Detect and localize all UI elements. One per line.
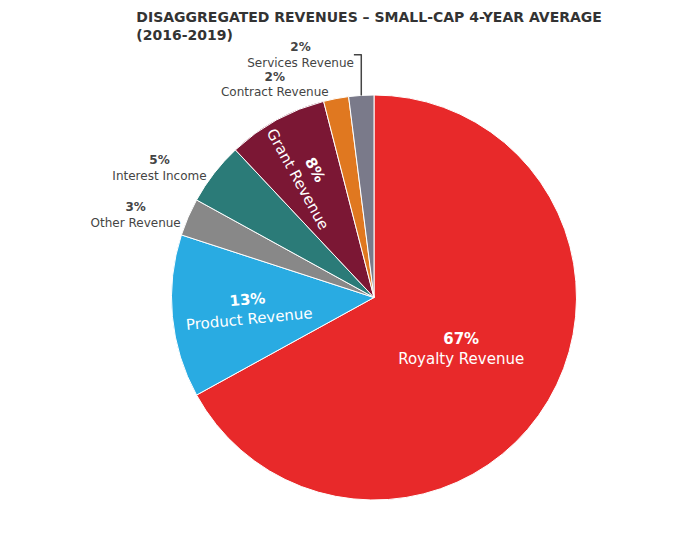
html-text:8%: 8% [300,154,329,186]
svg-text:2%Contract Revenue: 2%Contract Revenue [221,70,329,100]
svg-text:5%Interest Income: 5%Interest Income [112,153,206,183]
svg-text:DISAGGREGATED REVENUES – SMALL: DISAGGREGATED REVENUES – SMALL-CAP 4-YEA… [136,9,602,43]
svg-text:13%Product Revenue: 13%Product Revenue [183,285,313,334]
html-text:Grant Revenue: Grant Revenue [262,125,333,233]
svg-text:67%Royalty Revenue: 67%Royalty Revenue [398,330,524,368]
svg-text:2%Services Revenue: 2%Services Revenue [247,40,354,70]
svg-text:3%Other Revenue: 3%Other Revenue [91,200,181,230]
